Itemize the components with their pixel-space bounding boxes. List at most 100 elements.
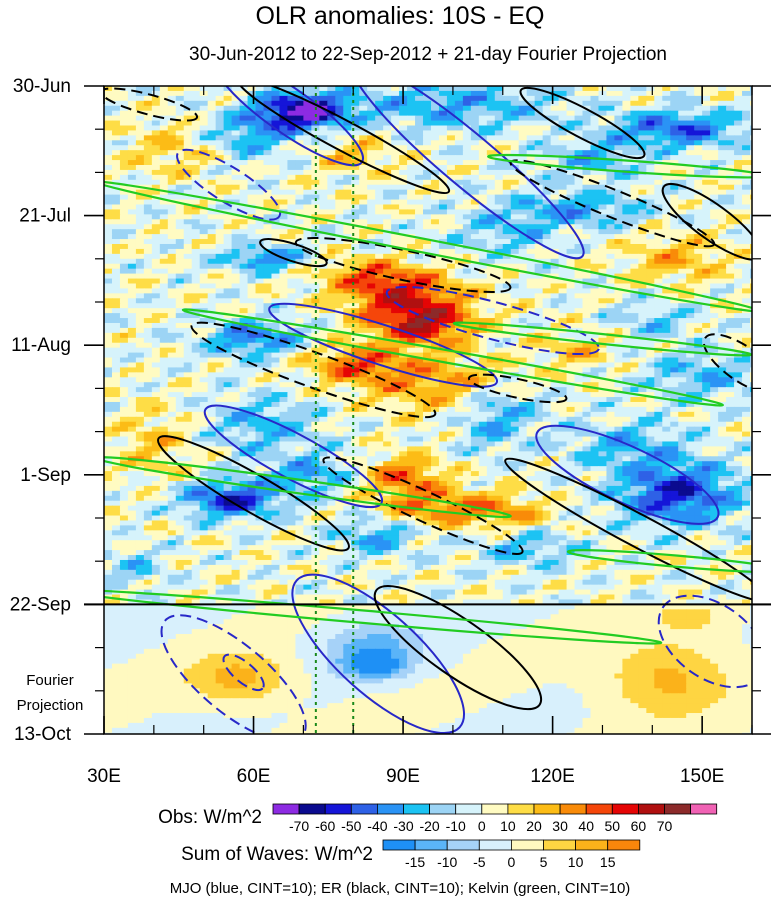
heatmap-cell bbox=[710, 95, 719, 102]
heatmap-cell bbox=[135, 352, 145, 359]
heatmap-cell bbox=[582, 140, 592, 146]
heatmap-cell bbox=[231, 86, 241, 92]
heatmap-cell bbox=[438, 332, 448, 339]
heatmap-cell bbox=[550, 382, 560, 388]
heatmap-cell bbox=[151, 263, 161, 270]
heatmap-cell bbox=[151, 322, 161, 329]
heatmap-cell bbox=[606, 164, 616, 171]
heatmap-cell bbox=[430, 327, 440, 334]
heatmap-cell bbox=[566, 347, 576, 354]
heatmap-cell bbox=[135, 199, 145, 206]
heatmap-cell bbox=[199, 130, 209, 136]
heatmap-cell bbox=[702, 125, 711, 132]
heatmap-cell bbox=[710, 352, 719, 359]
heatmap-cell bbox=[438, 110, 448, 117]
heatmap-cell bbox=[207, 293, 217, 299]
heatmap-cell bbox=[263, 303, 273, 309]
heatmap-cell bbox=[518, 224, 528, 230]
heatmap-cell bbox=[295, 90, 304, 97]
heatmap-cell bbox=[295, 382, 304, 388]
heatmap-cell bbox=[614, 219, 623, 225]
heatmap-cell bbox=[303, 125, 312, 132]
heatmap-cell bbox=[662, 362, 671, 369]
heatmap-cell bbox=[359, 214, 368, 220]
heatmap-cell bbox=[119, 298, 129, 304]
heatmap-cell bbox=[534, 352, 544, 359]
heatmap-cell bbox=[574, 90, 584, 97]
heatmap-cell bbox=[686, 288, 695, 294]
heatmap-cell bbox=[247, 243, 257, 250]
heatmap-cell bbox=[510, 288, 520, 294]
heatmap-cell bbox=[127, 209, 137, 215]
heatmap-cell bbox=[462, 140, 472, 146]
heatmap-cell bbox=[478, 150, 488, 156]
heatmap-cell bbox=[446, 169, 456, 176]
heatmap-cell bbox=[247, 362, 257, 369]
heatmap-cell bbox=[191, 268, 201, 275]
heatmap-cell bbox=[534, 377, 544, 383]
heatmap-cell bbox=[542, 239, 552, 245]
heatmap-cell bbox=[415, 298, 424, 304]
heatmap-cell bbox=[726, 199, 735, 206]
heatmap-cell bbox=[231, 115, 241, 122]
heatmap-cell bbox=[239, 115, 249, 122]
heatmap-cell bbox=[630, 268, 639, 275]
heatmap-cell bbox=[502, 248, 512, 255]
heatmap-cell bbox=[550, 100, 560, 107]
heatmap-cell bbox=[462, 239, 472, 245]
heatmap-cell bbox=[574, 377, 584, 383]
heatmap-cell bbox=[415, 145, 424, 151]
heatmap-cell bbox=[159, 347, 169, 354]
heatmap-cell bbox=[470, 224, 480, 230]
heatmap-cell bbox=[175, 239, 185, 245]
heatmap-cell bbox=[119, 367, 129, 373]
heatmap-cell bbox=[502, 95, 512, 102]
heatmap-cell bbox=[750, 337, 752, 344]
heatmap-cell bbox=[167, 327, 177, 334]
heatmap-cell bbox=[415, 283, 424, 290]
heatmap-cell bbox=[239, 145, 249, 151]
heatmap-cell bbox=[271, 352, 281, 359]
heatmap-cell bbox=[718, 337, 727, 344]
heatmap-cell bbox=[199, 293, 209, 299]
heatmap-cell bbox=[438, 184, 448, 191]
heatmap-cell bbox=[135, 258, 145, 265]
heatmap-cell bbox=[702, 367, 711, 373]
heatmap-cell bbox=[255, 278, 265, 285]
heatmap-cell bbox=[550, 224, 560, 230]
heatmap-cell bbox=[183, 160, 193, 166]
heatmap-cell bbox=[638, 278, 647, 285]
heatmap-cell bbox=[510, 125, 520, 132]
heatmap-cell bbox=[135, 283, 145, 290]
heatmap-cell bbox=[710, 268, 719, 275]
heatmap-cell bbox=[399, 268, 408, 275]
heatmap-cell bbox=[415, 313, 424, 319]
heatmap-cell bbox=[702, 372, 711, 378]
heatmap-cell bbox=[239, 382, 249, 388]
heatmap-cell bbox=[415, 239, 424, 245]
heatmap-cell bbox=[319, 174, 328, 181]
heatmap-cell bbox=[606, 283, 616, 290]
heatmap-cell bbox=[391, 239, 400, 245]
heatmap-cell bbox=[255, 150, 265, 156]
heatmap-cell bbox=[335, 288, 344, 294]
heatmap-cell bbox=[127, 337, 137, 344]
heatmap-cell bbox=[630, 209, 639, 215]
heatmap-cell bbox=[454, 308, 464, 314]
heatmap-cell bbox=[143, 164, 153, 171]
heatmap-cell bbox=[742, 164, 751, 171]
heatmap-cell bbox=[255, 362, 265, 369]
heatmap-cell bbox=[446, 115, 456, 122]
heatmap-cell bbox=[215, 115, 225, 122]
heatmap-cell bbox=[510, 248, 520, 255]
heatmap-cell bbox=[486, 135, 496, 141]
heatmap-cell bbox=[159, 224, 169, 230]
heatmap-cell bbox=[135, 125, 145, 132]
heatmap-cell bbox=[399, 219, 408, 225]
heatmap-cell bbox=[654, 145, 663, 151]
heatmap-cell bbox=[590, 150, 600, 156]
heatmap-cell bbox=[734, 209, 743, 215]
heatmap-cell bbox=[327, 322, 336, 329]
heatmap-cell bbox=[375, 288, 384, 294]
heatmap-cell bbox=[590, 135, 600, 141]
